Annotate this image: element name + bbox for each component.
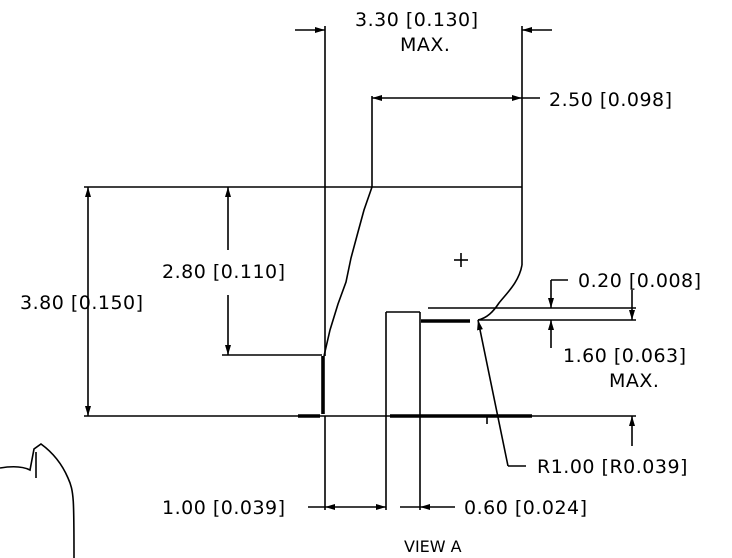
right-height-max-label: MAX. [609, 370, 659, 392]
upper-offset-label: 2.50 [0.098] [549, 89, 673, 111]
part-outline [84, 186, 636, 424]
view-label: VIEW A [404, 537, 462, 556]
dimension-labels: 3.30 [0.130] MAX. 2.50 [0.098] 2.80 [0.1… [20, 9, 702, 556]
dimension-lines [85, 27, 635, 510]
inner-height-label: 2.80 [0.110] [162, 261, 286, 283]
bottom-left-width-label: 1.00 [0.039] [162, 497, 286, 519]
step-height-label: 0.20 [0.008] [578, 270, 702, 292]
adjacent-detail [0, 443, 75, 558]
adjacent-part-outline [0, 443, 75, 558]
dim-radius-leader [477, 319, 509, 467]
radius-label: R1.00 [R0.039] [537, 456, 688, 478]
extension-lines [222, 26, 636, 510]
bottom-right-width-label: 0.60 [0.024] [464, 497, 588, 519]
top-width-label: 3.30 [0.130] [355, 9, 479, 31]
right-height-label: 1.60 [0.063] [563, 345, 687, 367]
break-line [323, 186, 373, 357]
top-width-max-label: MAX. [400, 34, 450, 56]
overall-height-label: 3.80 [0.150] [20, 292, 144, 314]
corner-radius-arc [477, 264, 523, 321]
